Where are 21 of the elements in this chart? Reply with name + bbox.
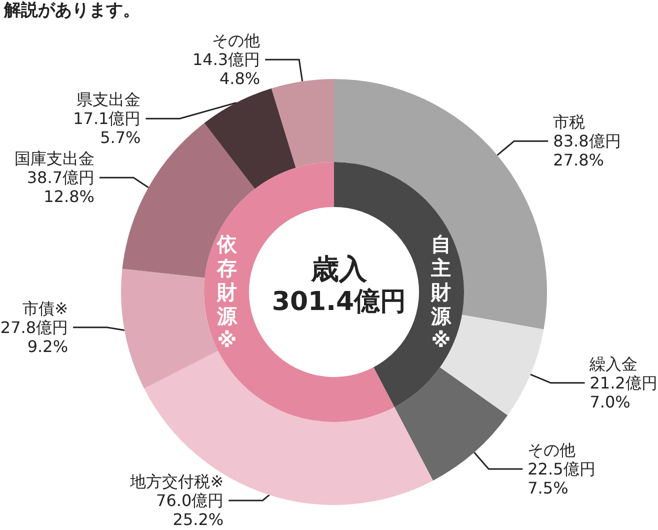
data-label: 21.2億円 7.0%	[590, 373, 658, 412]
slice-label: 県支出金	[76, 90, 141, 110]
text: 解説があります。	[3, 0, 140, 20]
data-label: 27.8億円 9.2%	[0, 318, 68, 356]
slice-label: 市債※	[22, 298, 68, 318]
text: 301.4億円	[272, 287, 406, 317]
slice-label: 自主財源※	[430, 232, 452, 352]
slice-label: 市税	[553, 112, 586, 132]
slice-label: その他	[528, 440, 576, 460]
slice-label: 依存財源※	[216, 232, 238, 352]
slice-label: 繰入金	[588, 354, 638, 374]
data-label: 14.3億円 4.8%	[192, 50, 260, 88]
slice-label: 国庫支出金	[14, 149, 94, 168]
data-label: 17.1億円 5.7%	[73, 109, 141, 148]
slice-label: 地方交付税※	[129, 472, 224, 491]
data-label: 22.5億円 7.5%	[528, 459, 596, 498]
data-label: 76.0億円 25.2%	[156, 491, 224, 529]
slice-label: その他	[212, 31, 260, 50]
data-label: 38.7億円 12.8%	[26, 168, 94, 206]
data-label: 83.8億円 27.8%	[553, 132, 621, 170]
text: 歳入	[310, 252, 368, 286]
